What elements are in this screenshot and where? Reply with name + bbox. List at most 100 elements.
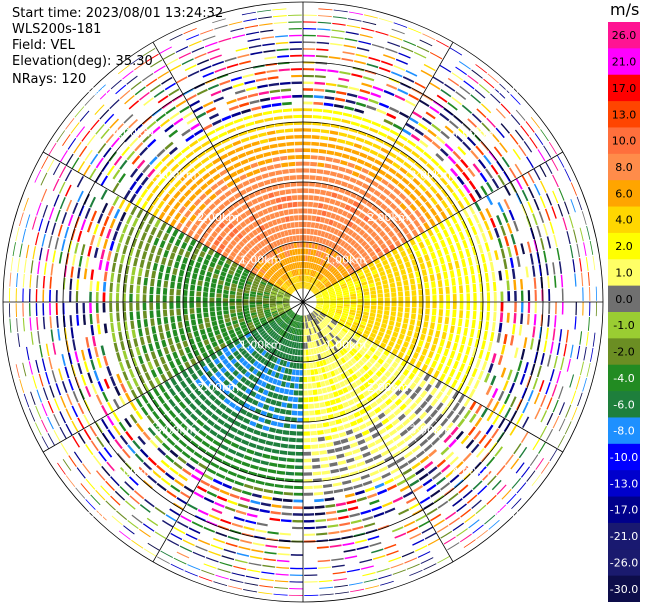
range-gate xyxy=(270,177,277,184)
range-gate xyxy=(90,269,95,280)
range-gate xyxy=(263,305,270,309)
range-gate xyxy=(385,357,393,365)
range-gate xyxy=(312,464,321,469)
range-gate xyxy=(106,366,113,377)
range-gate xyxy=(326,314,333,319)
range-gate xyxy=(158,211,166,221)
range-gate xyxy=(336,222,343,229)
range-gate xyxy=(259,240,266,247)
range-gate xyxy=(305,282,308,289)
range-gate xyxy=(426,162,435,172)
range-gate xyxy=(385,439,394,447)
range-gate xyxy=(119,254,125,264)
range-gate xyxy=(328,455,337,461)
range-gate xyxy=(164,273,170,281)
range-gate xyxy=(194,408,203,417)
range-gate xyxy=(152,262,158,271)
range-gate xyxy=(351,365,358,373)
range-gate xyxy=(102,238,109,250)
range-gate xyxy=(241,360,249,367)
range-gate xyxy=(243,268,250,275)
range-gate xyxy=(253,384,260,392)
range-gate xyxy=(474,89,486,99)
colorbar-tick-label: 0.0 xyxy=(615,293,633,306)
range-gate xyxy=(261,332,268,338)
range-gate xyxy=(535,457,544,470)
range-ring-label: 5.00km xyxy=(494,84,536,97)
range-gate xyxy=(237,399,246,407)
range-gate xyxy=(213,398,222,406)
range-gate xyxy=(115,221,123,232)
colorbar-tick-label: 1.0 xyxy=(615,266,633,279)
range-gate xyxy=(366,201,374,208)
range-gate xyxy=(298,397,303,403)
range-gate xyxy=(303,68,315,71)
range-gate xyxy=(290,277,295,284)
range-gate xyxy=(128,246,135,257)
range-gate xyxy=(193,208,202,217)
range-gate xyxy=(289,326,294,334)
range-gate xyxy=(315,257,320,264)
range-gate xyxy=(409,532,422,540)
range-gate xyxy=(265,285,272,290)
range-gate xyxy=(355,255,363,262)
range-gate xyxy=(402,368,410,377)
range-gate xyxy=(326,285,333,290)
range-gate xyxy=(211,119,222,126)
range-gate xyxy=(309,255,313,262)
range-gate xyxy=(445,376,452,385)
range-gate xyxy=(163,414,172,423)
range-gate xyxy=(152,410,160,420)
range-gate xyxy=(415,514,427,522)
range-gate xyxy=(15,303,18,318)
range-gate xyxy=(527,290,531,302)
range-gate xyxy=(374,350,382,357)
range-gate xyxy=(386,83,398,90)
range-gate xyxy=(387,183,396,191)
range-gate xyxy=(254,71,266,76)
colorbar-swatch xyxy=(608,101,640,128)
range-gate xyxy=(260,257,267,264)
range-gate xyxy=(436,346,443,355)
range-gate xyxy=(248,347,255,354)
range-gate xyxy=(459,363,466,372)
range-gate xyxy=(308,321,312,328)
range-gate xyxy=(245,332,252,339)
range-gate xyxy=(438,287,444,295)
range-gate xyxy=(109,99,120,110)
range-gate xyxy=(150,245,157,254)
range-gate xyxy=(283,295,291,299)
range-gate xyxy=(406,473,416,481)
range-gate xyxy=(327,286,334,291)
range-gate xyxy=(251,314,258,319)
range-gate xyxy=(409,203,417,212)
range-gate xyxy=(256,326,263,332)
range-gate xyxy=(452,252,458,261)
range-gate xyxy=(175,357,182,366)
range-gate xyxy=(347,198,355,205)
range-gate xyxy=(249,307,256,311)
range-gate xyxy=(397,182,406,191)
range-gate xyxy=(396,338,403,346)
range-gate xyxy=(295,342,299,349)
range-gate xyxy=(204,188,213,196)
range-gate xyxy=(244,286,251,291)
range-gate xyxy=(281,95,292,99)
range-gate xyxy=(304,594,319,596)
range-gate xyxy=(344,323,351,329)
range-gate xyxy=(130,81,142,91)
range-gate xyxy=(339,318,346,324)
range-gate xyxy=(300,281,303,289)
range-gate xyxy=(289,312,295,318)
range-gate xyxy=(460,220,468,230)
range-gate xyxy=(529,253,534,265)
range-gate xyxy=(382,501,393,508)
range-gate xyxy=(105,261,110,272)
range-gate xyxy=(227,254,235,262)
range-gate xyxy=(323,328,329,335)
range-gate xyxy=(294,221,299,228)
range-gate xyxy=(397,351,405,359)
range-gate xyxy=(204,146,214,154)
range-gate xyxy=(360,473,371,480)
range-gate xyxy=(468,180,477,190)
